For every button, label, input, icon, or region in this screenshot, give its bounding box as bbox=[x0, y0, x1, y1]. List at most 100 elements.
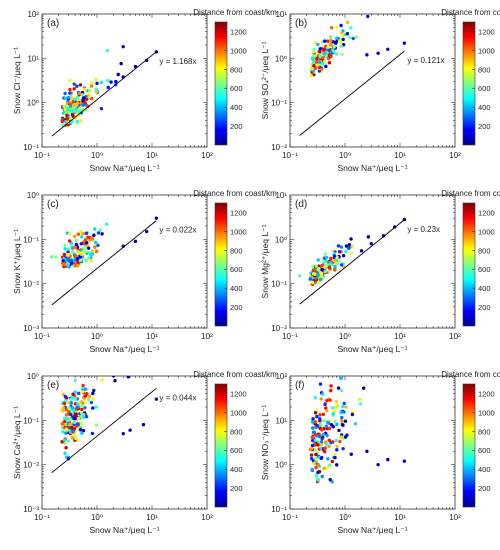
data-point bbox=[154, 397, 159, 401]
data-point bbox=[144, 229, 149, 234]
data-point bbox=[96, 231, 101, 235]
data-point bbox=[81, 383, 85, 388]
colorbar-tick-label: 600 bbox=[478, 446, 491, 455]
data-point bbox=[366, 235, 371, 239]
colorbar-title: Distance from coast/km bbox=[441, 8, 500, 17]
data-point bbox=[310, 443, 315, 448]
y-axis-label: Snow K⁺/μeq L⁻¹ bbox=[12, 229, 22, 294]
data-point bbox=[90, 252, 94, 256]
y-tick-label: 10⁰ bbox=[27, 191, 39, 200]
data-point bbox=[297, 274, 302, 278]
data-point bbox=[347, 243, 351, 247]
data-point bbox=[342, 410, 346, 414]
data-point bbox=[325, 442, 329, 446]
data-point bbox=[79, 415, 84, 419]
data-point bbox=[310, 435, 314, 439]
y-tick-label: 10¹ bbox=[275, 191, 287, 200]
data-point bbox=[334, 52, 339, 56]
y-axis-label: Snow Ca²⁺/μeq L⁻¹ bbox=[12, 406, 22, 479]
y-tick-label: 10⁻³ bbox=[23, 324, 39, 333]
data-point bbox=[328, 426, 332, 431]
data-point bbox=[81, 390, 85, 394]
data-point bbox=[84, 240, 89, 245]
data-point bbox=[90, 237, 95, 241]
data-point bbox=[318, 422, 323, 427]
data-point bbox=[81, 250, 85, 254]
data-point bbox=[80, 431, 84, 435]
data-point bbox=[329, 388, 333, 393]
colorbar-title: Distance from coast/km bbox=[193, 370, 277, 379]
data-point bbox=[83, 400, 88, 405]
y-tick-label: 10⁻² bbox=[271, 324, 287, 333]
colorbar-tick-label: 800 bbox=[230, 427, 243, 436]
data-point bbox=[78, 255, 82, 259]
data-point bbox=[333, 409, 337, 413]
y-axis-label: Snow SO₄²⁻/μeq L⁻¹ bbox=[260, 41, 270, 119]
axes-frame bbox=[41, 13, 208, 148]
data-point bbox=[113, 378, 117, 383]
data-point bbox=[318, 417, 322, 421]
data-point bbox=[61, 406, 66, 410]
data-point bbox=[63, 107, 67, 112]
fit-line bbox=[299, 219, 405, 305]
data-point bbox=[96, 243, 100, 248]
data-point bbox=[67, 232, 72, 236]
fit-line bbox=[51, 220, 157, 306]
data-point bbox=[81, 103, 85, 107]
data-point bbox=[91, 406, 95, 410]
data-point bbox=[332, 254, 337, 258]
data-point bbox=[66, 253, 70, 257]
panel-a: 10⁻¹ 10⁰ 10¹ 10² 10⁻¹ 10⁰ 10¹ 10² Snow Na⁺/μeq L… bbox=[12, 8, 277, 173]
data-point bbox=[319, 397, 323, 401]
data-point bbox=[366, 14, 370, 19]
x-tick-label: 10² bbox=[449, 513, 461, 522]
data-point bbox=[320, 428, 324, 432]
data-point bbox=[94, 405, 98, 409]
y-tick-label: 10⁰ bbox=[275, 461, 287, 470]
data-point bbox=[71, 106, 75, 111]
data-point bbox=[325, 399, 329, 403]
scatter-points bbox=[297, 217, 407, 305]
data-point bbox=[330, 406, 335, 410]
x-tick-label: 10⁰ bbox=[91, 332, 103, 341]
colorbar-tick-label: 400 bbox=[230, 465, 243, 474]
axes-frame bbox=[41, 194, 208, 329]
data-point bbox=[314, 474, 319, 478]
data-point bbox=[318, 47, 322, 51]
data-point bbox=[330, 459, 335, 464]
data-point bbox=[316, 63, 321, 67]
data-point bbox=[349, 452, 353, 456]
colorbar-tick-label: 400 bbox=[478, 103, 491, 112]
data-point bbox=[64, 427, 68, 431]
data-point bbox=[331, 424, 336, 429]
data-point bbox=[334, 261, 339, 265]
data-point bbox=[66, 439, 70, 443]
colorbar-tick-label: 200 bbox=[230, 303, 243, 312]
data-point bbox=[336, 244, 341, 248]
colorbar bbox=[462, 383, 476, 508]
data-point bbox=[332, 259, 336, 263]
data-point bbox=[332, 45, 336, 49]
data-point bbox=[328, 43, 333, 47]
data-point bbox=[66, 263, 70, 267]
data-point bbox=[91, 391, 95, 396]
data-point bbox=[309, 456, 314, 461]
data-point bbox=[76, 120, 80, 124]
data-point bbox=[339, 44, 343, 48]
scatter-points bbox=[51, 44, 159, 137]
data-point bbox=[347, 246, 351, 251]
data-point bbox=[310, 420, 315, 424]
data-point bbox=[345, 433, 349, 437]
data-point bbox=[341, 29, 345, 33]
x-tick-label: 10⁻¹ bbox=[34, 332, 50, 341]
data-point bbox=[121, 44, 125, 49]
data-point bbox=[93, 227, 97, 231]
data-point bbox=[341, 37, 345, 42]
data-point bbox=[311, 272, 316, 276]
fit-line bbox=[299, 50, 405, 136]
data-point bbox=[348, 35, 352, 40]
data-point bbox=[325, 466, 330, 470]
data-point bbox=[61, 258, 65, 263]
data-point bbox=[119, 61, 123, 66]
x-axis-label: Snow Na⁺/μeq L⁻¹ bbox=[89, 163, 159, 173]
